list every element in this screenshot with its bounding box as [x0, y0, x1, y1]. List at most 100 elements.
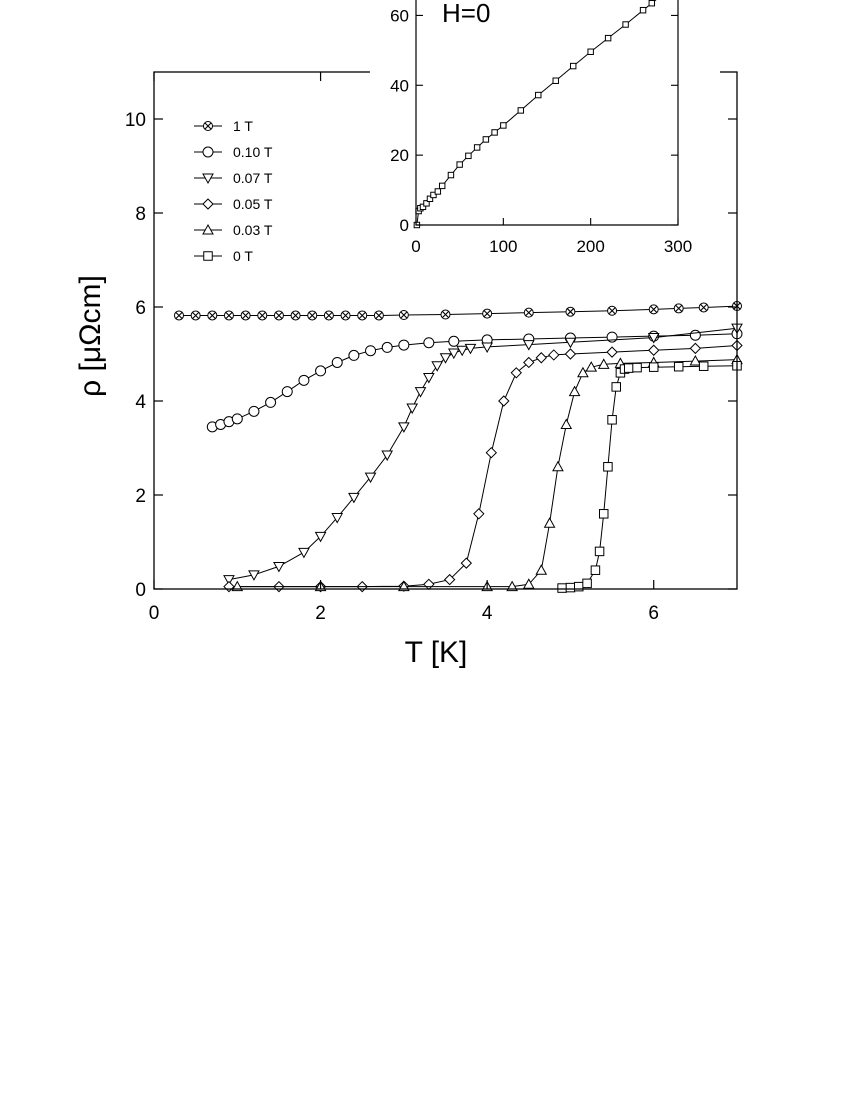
data-point-cross — [225, 312, 233, 319]
data-point — [689, 329, 701, 341]
data-point — [207, 310, 218, 321]
data-point — [522, 340, 535, 351]
data-point-cross — [700, 304, 708, 311]
data-point — [598, 509, 609, 519]
data-point — [223, 575, 235, 586]
inset-series — [413, 0, 657, 229]
data-point-cross — [342, 312, 349, 319]
inset-annotation: H=0 — [442, 0, 490, 28]
data-point — [632, 362, 642, 373]
data-point — [522, 578, 535, 589]
inset-data-point — [552, 77, 559, 84]
inset-data-point — [517, 107, 525, 114]
data-point — [611, 382, 621, 392]
inset-data-point — [604, 34, 612, 42]
data-point-cross — [675, 305, 683, 312]
inset-background — [370, 0, 720, 270]
data-point — [673, 303, 684, 314]
data-point — [364, 472, 377, 484]
data-point — [257, 310, 268, 321]
data-point — [481, 342, 493, 353]
data-point — [381, 341, 393, 353]
data-point — [315, 365, 327, 377]
data-point — [348, 349, 360, 361]
data-point — [464, 343, 477, 355]
legend-marker — [202, 198, 214, 210]
data-point-cross — [358, 312, 366, 319]
data-point — [323, 310, 334, 321]
data-point-cross — [192, 312, 200, 319]
legend-item: 0.03 T — [194, 222, 273, 238]
data-point — [340, 310, 351, 321]
inset-data-point — [426, 195, 434, 203]
legend-label: 1 T — [233, 118, 253, 134]
data-point — [557, 583, 567, 593]
legend-marker — [202, 173, 214, 185]
data-point — [585, 361, 598, 372]
data-point-cross — [567, 308, 574, 316]
data-point — [223, 310, 234, 321]
data-point — [603, 462, 613, 472]
legend-marker — [203, 121, 213, 131]
data-point — [623, 363, 634, 373]
data-point — [398, 422, 410, 433]
data-point — [473, 508, 485, 520]
x-tick-label: 0 — [149, 603, 160, 624]
data-point — [298, 374, 310, 386]
data-point — [689, 342, 702, 355]
y-tick-label: 10 — [125, 110, 146, 131]
data-point — [231, 413, 243, 425]
data-point — [273, 310, 284, 321]
inset-data-point — [639, 6, 647, 14]
inset-x-tick-label: 300 — [664, 237, 692, 256]
y-tick-label: 2 — [135, 486, 146, 507]
data-point — [543, 517, 556, 528]
data-point — [439, 353, 452, 364]
inset-data-point — [482, 136, 490, 143]
data-point — [698, 302, 709, 313]
y-tick-label: 8 — [135, 204, 146, 225]
data-point — [607, 305, 618, 316]
inset-data-point — [648, 0, 656, 7]
data-point — [381, 450, 394, 462]
data-point — [314, 531, 327, 543]
data-point — [173, 310, 184, 321]
inset-axis-ticks: 0 100 200 300 0 20 40 60 — [390, 6, 692, 256]
inset-data-point — [456, 161, 463, 168]
inset-data-point — [473, 144, 481, 151]
data-point — [577, 366, 589, 378]
inset-plot: 0 100 200 300 0 20 40 60 H=0 — [370, 0, 720, 270]
legend-marker — [202, 223, 214, 235]
data-point — [398, 339, 410, 351]
data-point-cross — [400, 311, 408, 319]
data-point — [460, 557, 473, 569]
data-point — [568, 385, 581, 397]
data-point-cross — [275, 312, 283, 319]
data-point — [648, 304, 659, 315]
data-point-cross — [608, 307, 616, 315]
data-point — [485, 446, 498, 459]
inset-data-point — [438, 182, 446, 190]
inset-data-point — [447, 171, 455, 179]
data-point — [597, 358, 610, 369]
data-point — [414, 387, 427, 398]
inset-x-tick-label: 200 — [576, 237, 604, 256]
legend-label: 0 T — [233, 248, 253, 264]
data-point — [564, 337, 577, 349]
data-point-cross — [483, 310, 491, 317]
inset-series-layer — [413, 0, 657, 229]
data-point — [673, 361, 684, 372]
data-point-cross — [442, 311, 449, 318]
data-point — [248, 570, 260, 581]
inset-data-point — [500, 122, 507, 129]
data-point — [607, 415, 617, 425]
inset-data-point — [465, 152, 472, 160]
legend-label: 0.05 T — [233, 196, 273, 212]
data-point — [698, 361, 709, 371]
data-point-cross — [242, 312, 250, 319]
data-point — [590, 565, 601, 575]
data-point — [265, 396, 277, 408]
data-point — [348, 492, 360, 504]
data-point — [606, 346, 618, 358]
data-point — [498, 395, 510, 407]
